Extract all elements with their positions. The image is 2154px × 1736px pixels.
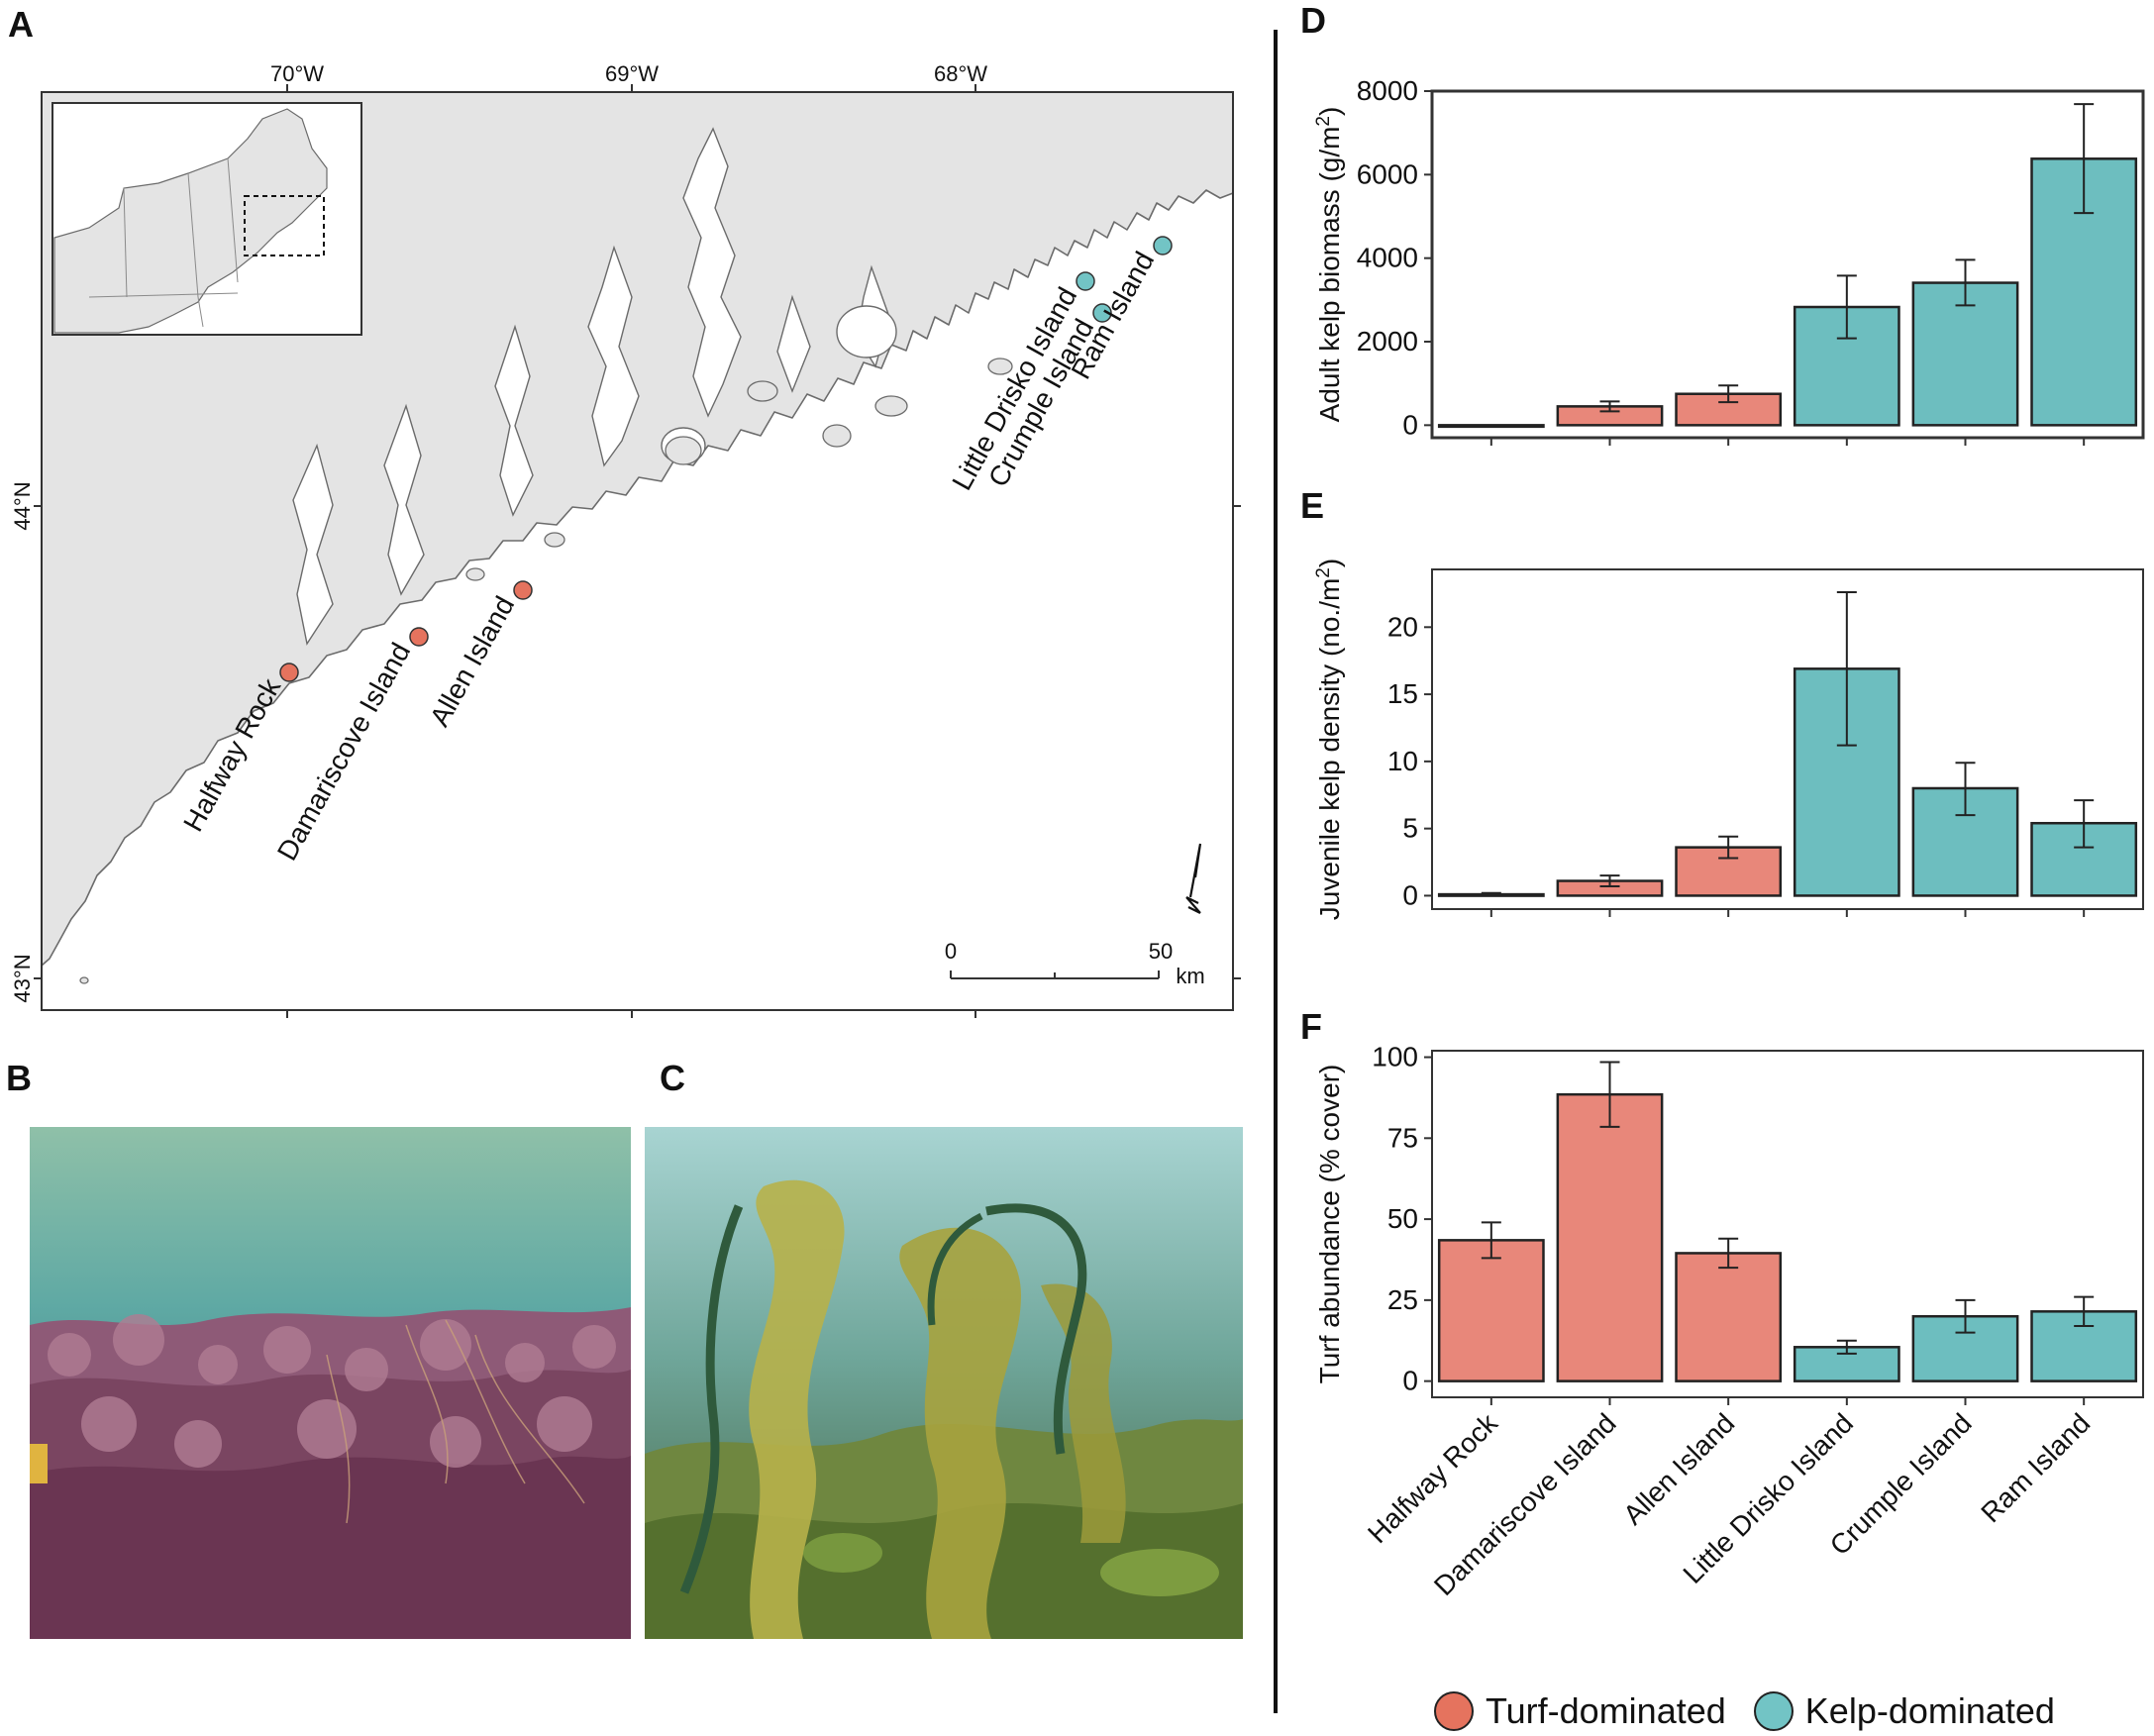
y-tick-label: 5 bbox=[1402, 813, 1418, 844]
inset-study-area bbox=[244, 195, 325, 256]
y-tick-label: 25 bbox=[1387, 1284, 1418, 1315]
photo-kelp-reef bbox=[645, 1127, 1243, 1639]
panel-label-d: D bbox=[1300, 0, 1326, 41]
photo-turf-reef bbox=[30, 1127, 631, 1639]
site-marker-crumple-island[interactable] bbox=[1092, 303, 1112, 323]
y-tick-label: 6000 bbox=[1357, 158, 1418, 189]
y-tick-label: 8000 bbox=[1357, 75, 1418, 106]
scale-label-unit: km bbox=[1176, 964, 1204, 988]
y-tick-label: 20 bbox=[1387, 611, 1418, 642]
legend-swatch-turf bbox=[1434, 1691, 1474, 1731]
bar bbox=[1556, 1092, 1664, 1382]
panel-label-e: E bbox=[1300, 485, 1325, 526]
scale-label-start: 0 bbox=[945, 939, 957, 964]
y-tick-label: 10 bbox=[1387, 746, 1418, 776]
plot-frame bbox=[1431, 1050, 2144, 1398]
y-tick-label: 15 bbox=[1387, 678, 1418, 709]
panel-label-c: C bbox=[660, 1058, 685, 1098]
x-tick-label: Allen Island bbox=[1617, 1407, 1740, 1530]
panel-divider bbox=[1274, 30, 1278, 1713]
legend-item-turf: Turf-dominated bbox=[1434, 1690, 1726, 1732]
bar bbox=[1675, 1252, 1783, 1382]
y-axis-label: Adult kelp biomass (g/m2) bbox=[1313, 107, 1346, 423]
chart-adult-kelp-biomass: 0 2000 4000 6000 8000 Adult kelp biomass (g/m… bbox=[1313, 75, 2145, 446]
inset-borders bbox=[88, 157, 239, 328]
x-tick-label: Ram Island bbox=[1975, 1407, 2096, 1528]
y-tick-label: 2000 bbox=[1357, 326, 1418, 357]
lon-label-69w: 69°W bbox=[605, 61, 659, 86]
y-tick-label: 100 bbox=[1372, 1042, 1418, 1072]
legend-item-kelp: Kelp-dominated bbox=[1753, 1690, 2055, 1732]
panel-label-f: F bbox=[1300, 1006, 1322, 1047]
lon-label-68w: 68°W bbox=[934, 61, 987, 86]
site-marker-halfway-rock[interactable] bbox=[279, 663, 299, 682]
y-tick-label: 0 bbox=[1402, 409, 1418, 440]
legend-label-kelp: Kelp-dominated bbox=[1804, 1690, 2055, 1731]
panel-label-a: A bbox=[8, 4, 34, 45]
site-marker-little-drisko-island[interactable] bbox=[1076, 271, 1095, 291]
y-axis-label: Turf abundance (% cover) bbox=[1314, 1065, 1345, 1384]
bar bbox=[1437, 424, 1545, 429]
y-tick-label: 50 bbox=[1387, 1203, 1418, 1234]
bar bbox=[1437, 1239, 1545, 1382]
scale-bar bbox=[950, 970, 1160, 979]
plot-frame bbox=[1431, 568, 2144, 910]
plot-frame bbox=[1430, 89, 2145, 440]
coastline-map: 70°W 69°W 68°W 44°N 43°N Halfway Rock Da… bbox=[10, 61, 1241, 1018]
legend-label-turf: Turf-dominated bbox=[1486, 1690, 1726, 1731]
y-tick-label: 0 bbox=[1402, 879, 1418, 910]
y-tick-label: 75 bbox=[1387, 1122, 1418, 1153]
bar bbox=[1675, 392, 1783, 427]
y-tick-label: 0 bbox=[1402, 1366, 1418, 1396]
site-marker-damariscove-island[interactable] bbox=[409, 627, 429, 647]
panel-label-b: B bbox=[6, 1058, 32, 1098]
map-ticks bbox=[34, 84, 1241, 1018]
map-frame bbox=[41, 91, 1234, 1011]
legend: Turf-dominated Kelp-dominated bbox=[1434, 1686, 2055, 1736]
scale-label-end: 50 bbox=[1149, 939, 1173, 964]
map-islands bbox=[79, 357, 1013, 984]
lat-label-44n: 44°N bbox=[10, 481, 35, 530]
site-marker-ram-island[interactable] bbox=[1153, 236, 1173, 255]
north-arrow-icon bbox=[1185, 843, 1202, 914]
chart-juvenile-kelp-density: 0 5 10 15 20 Juvenile kelp density (no./m2) bbox=[1313, 559, 2144, 920]
inset-map bbox=[51, 102, 362, 336]
bar bbox=[1911, 281, 2019, 427]
site-marker-allen-island[interactable] bbox=[513, 580, 533, 600]
lat-label-43n: 43°N bbox=[10, 954, 35, 1002]
y-tick-label: 4000 bbox=[1357, 243, 1418, 273]
map-coast-details bbox=[292, 127, 897, 646]
inset-land bbox=[53, 108, 328, 334]
legend-swatch-kelp bbox=[1753, 1691, 1794, 1731]
y-axis-label: Juvenile kelp density (no./m2) bbox=[1313, 559, 1346, 920]
lon-label-70w: 70°W bbox=[270, 61, 324, 86]
